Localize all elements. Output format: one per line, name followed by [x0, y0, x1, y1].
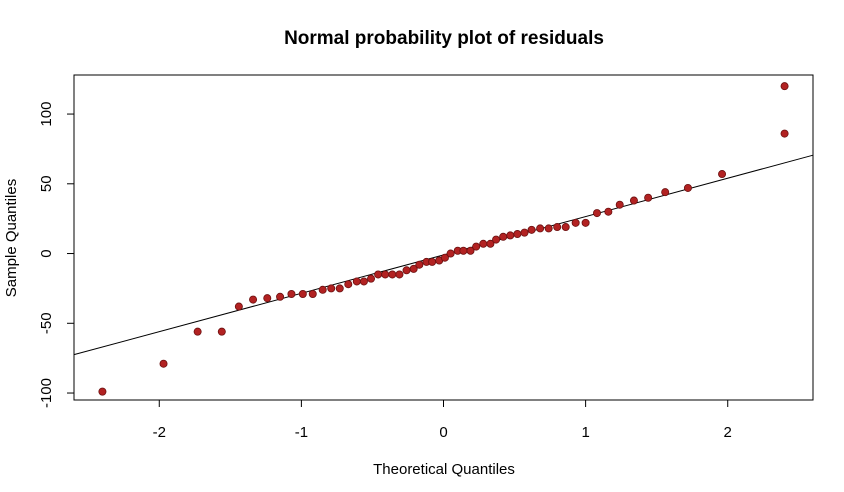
data-point	[367, 274, 376, 283]
data-point	[644, 193, 653, 202]
data-point	[479, 239, 488, 248]
data-point	[352, 277, 361, 286]
data-point	[544, 224, 553, 233]
data-point	[592, 209, 601, 218]
data-point	[415, 260, 424, 269]
data-point	[527, 225, 536, 234]
data-point	[553, 223, 562, 232]
data-point	[661, 188, 670, 197]
data-point	[718, 170, 727, 179]
data-point	[536, 224, 545, 233]
data-point	[276, 292, 285, 301]
data-point	[492, 235, 501, 244]
data-point	[327, 284, 336, 293]
data-point	[217, 327, 226, 336]
data-point	[395, 270, 404, 279]
data-point	[440, 253, 449, 262]
data-point	[506, 231, 515, 240]
data-point	[335, 284, 344, 293]
data-point	[520, 228, 529, 237]
y-axis: -100 -50 0 50 100	[38, 102, 75, 408]
data-point	[234, 302, 243, 311]
y-tick-label: 100	[38, 102, 55, 127]
x-axis: -2 -1 0 1 2	[153, 399, 732, 441]
y-tick-label: 50	[38, 175, 55, 192]
x-tick-label: 1	[581, 424, 589, 441]
data-point	[629, 196, 638, 205]
x-tick-label: -1	[295, 424, 308, 441]
data-point	[604, 207, 613, 216]
data-point	[466, 246, 475, 255]
data-point	[428, 257, 437, 266]
data-point	[561, 223, 570, 232]
y-axis-label: Sample Quantiles	[3, 179, 20, 297]
data-point	[249, 295, 258, 304]
data-point	[359, 277, 368, 286]
data-point	[581, 218, 590, 227]
data-point	[472, 242, 481, 251]
data-point	[780, 82, 789, 91]
x-tick-label: 0	[439, 424, 447, 441]
data-point	[263, 294, 272, 303]
data-point	[683, 183, 692, 192]
data-point	[381, 270, 390, 279]
data-point	[615, 200, 624, 209]
data-point	[571, 218, 580, 227]
data-point	[486, 239, 495, 248]
data-point	[298, 289, 307, 298]
x-tick-label: -2	[153, 424, 166, 441]
data-point	[344, 280, 353, 289]
data-point	[402, 266, 411, 275]
data-point	[409, 264, 418, 273]
data-point	[308, 289, 317, 298]
y-tick-label: -50	[38, 312, 55, 334]
y-tick-label: 0	[38, 249, 55, 257]
data-point	[459, 246, 468, 255]
chart-title: Normal probability plot of residuals	[284, 28, 604, 49]
data-point	[388, 270, 397, 279]
data-point	[499, 232, 508, 241]
data-point	[193, 327, 202, 336]
data-point	[513, 230, 522, 239]
data-point	[318, 285, 327, 294]
points-layer	[98, 82, 789, 396]
data-point	[446, 249, 455, 258]
data-point	[374, 270, 383, 279]
x-axis-label: Theoretical Quantiles	[373, 461, 515, 478]
data-point	[159, 359, 168, 368]
plot-frame	[73, 74, 814, 401]
y-tick-label: -100	[38, 378, 55, 408]
data-point	[780, 129, 789, 138]
data-point	[98, 387, 107, 396]
x-tick-label: 2	[724, 424, 732, 441]
data-point	[287, 289, 296, 298]
